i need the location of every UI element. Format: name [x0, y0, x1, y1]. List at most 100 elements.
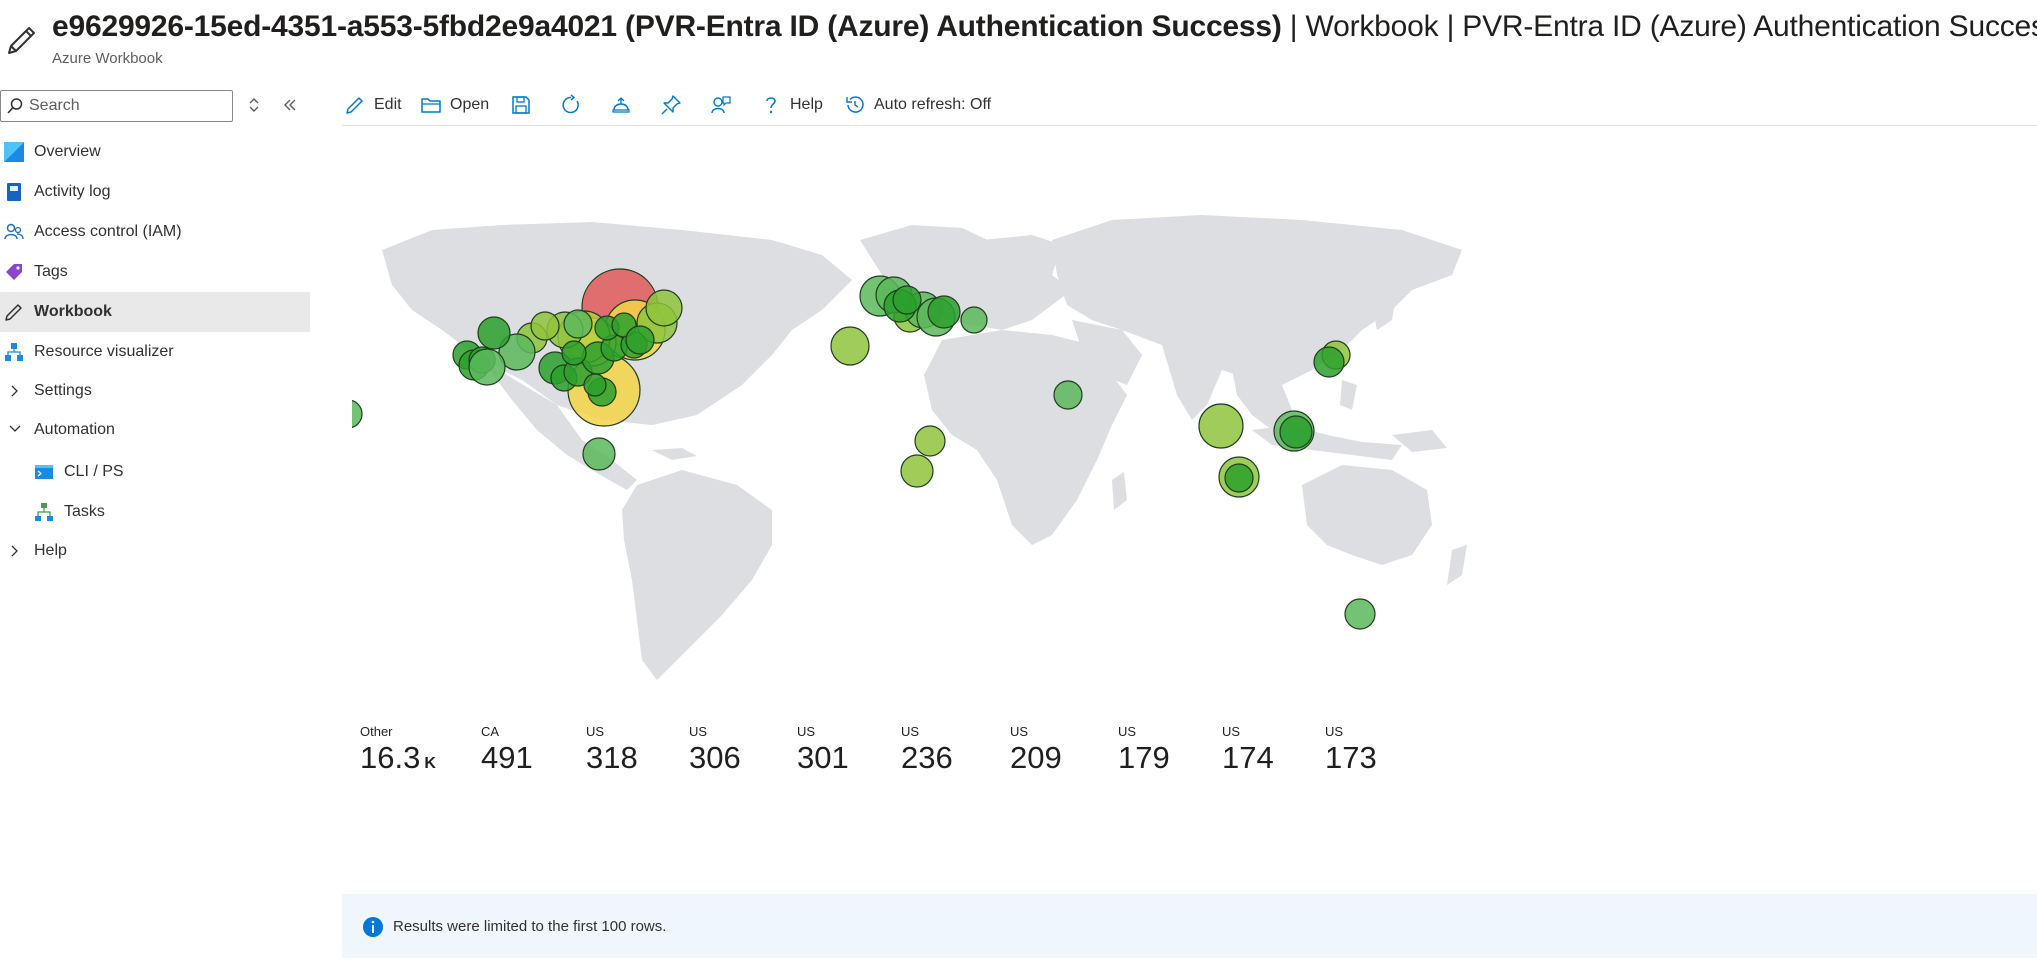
- location-tile[interactable]: US 173: [1325, 724, 1377, 776]
- map-bubble[interactable]: [927, 295, 961, 329]
- location-tile[interactable]: Other 16.3 K: [360, 724, 436, 776]
- sidebar-item-resource-visualizer[interactable]: Resource visualizer: [0, 332, 310, 372]
- info-message-bar: Results were limited to the first 100 ro…: [342, 894, 2037, 958]
- folder-icon: [421, 98, 441, 113]
- sidebar-item-label: Automation: [34, 421, 115, 438]
- sidebar-item-cli-ps[interactable]: CLI / PS: [0, 450, 310, 492]
- map-bubble[interactable]: [333, 399, 363, 429]
- tile-country: US: [1118, 724, 1137, 739]
- map-bubble[interactable]: [625, 325, 655, 355]
- open-button[interactable]: Open: [420, 92, 489, 118]
- tile-value: 301: [797, 740, 849, 775]
- sidebar-item-label: CLI / PS: [64, 463, 124, 480]
- info-icon: [363, 917, 383, 937]
- map-bubble[interactable]: [1313, 346, 1345, 378]
- tile-value: 491: [481, 740, 533, 775]
- pin-button[interactable]: [660, 92, 682, 118]
- auto-refresh-button[interactable]: Auto refresh: Off: [844, 92, 991, 118]
- sidebar-item-workbook[interactable]: Workbook: [0, 292, 310, 332]
- command-bar: Edit Open Help Auto refresh: Off: [342, 86, 2037, 126]
- map-bubble[interactable]: [892, 285, 922, 315]
- map-bubble[interactable]: [830, 326, 870, 366]
- location-tile[interactable]: US 236: [901, 724, 953, 776]
- location-tile[interactable]: US 301: [797, 724, 849, 776]
- sidebar-item-label: Workbook: [34, 303, 112, 320]
- sidebar-item-tasks[interactable]: Tasks: [0, 492, 310, 532]
- feedback-button[interactable]: [710, 92, 732, 118]
- sidebar-item-settings[interactable]: Settings: [0, 372, 310, 410]
- world-map-canvas[interactable]: [333, 180, 1482, 720]
- map-bubble[interactable]: [468, 348, 506, 386]
- help-label: Help: [790, 96, 823, 113]
- edit-button[interactable]: Edit: [344, 92, 402, 118]
- map-bubble[interactable]: [645, 289, 683, 327]
- tile-country: Other: [360, 724, 393, 739]
- location-tile[interactable]: US 179: [1118, 724, 1170, 776]
- share-icon: [612, 97, 630, 113]
- sidebar-item-overview[interactable]: Overview: [0, 132, 310, 172]
- search-icon: [7, 98, 23, 114]
- tile-country: US: [1010, 724, 1029, 739]
- map-bubble[interactable]: [1344, 598, 1376, 630]
- map-bubble[interactable]: [900, 454, 934, 488]
- open-label: Open: [450, 96, 490, 113]
- pencil-icon: [5, 304, 22, 321]
- activity-log-icon: [7, 183, 21, 201]
- sidebar-item-tags[interactable]: Tags: [0, 252, 310, 292]
- tile-value: 174: [1222, 740, 1274, 775]
- map-bubble[interactable]: [582, 437, 616, 471]
- collapse-sidebar-icon[interactable]: [279, 94, 301, 116]
- pencil-icon: [8, 27, 35, 54]
- map-bubble[interactable]: [477, 316, 511, 350]
- sidebar-item-label: Activity log: [34, 183, 111, 200]
- location-tile[interactable]: US 318: [586, 724, 638, 776]
- world-map[interactable]: [333, 180, 1482, 720]
- map-bubble[interactable]: [561, 340, 587, 366]
- map-bubble[interactable]: [1224, 463, 1254, 493]
- tile-country: US: [1222, 724, 1241, 739]
- search-input[interactable]: [29, 95, 229, 117]
- map-bubble[interactable]: [1198, 403, 1244, 449]
- chevron-down-icon: [9, 425, 21, 432]
- refresh-button[interactable]: [560, 92, 582, 118]
- map-bubble[interactable]: [530, 311, 560, 341]
- chevron-right-icon: [11, 385, 18, 397]
- tile-country: US: [797, 724, 816, 739]
- top-locations-tiles: Other 16.3 K CA 491 US 318 US 306 US 301 US 236…: [360, 724, 1460, 784]
- share-button[interactable]: [610, 92, 632, 118]
- tile-country: US: [689, 724, 708, 739]
- help-button[interactable]: Help: [760, 92, 823, 118]
- sort-updown-icon[interactable]: [243, 94, 265, 116]
- sidebar: Overview Activity log Access control (IA…: [0, 86, 310, 975]
- question-mark-icon: [766, 97, 776, 114]
- map-bubble[interactable]: [498, 333, 536, 371]
- page-title-bold: e9629926-15ed-4351-a553-5fbd2e9a4021 (PV…: [52, 10, 1282, 43]
- sidebar-item-automation[interactable]: Automation: [0, 410, 310, 450]
- page-subtitle: Azure Workbook: [52, 50, 163, 67]
- sidebar-item-access-control[interactable]: Access control (IAM): [0, 212, 310, 252]
- sidebar-item-label: Tags: [34, 263, 68, 280]
- map-bubble[interactable]: [960, 306, 988, 334]
- sidebar-item-activity-log[interactable]: Activity log: [0, 172, 310, 212]
- save-button[interactable]: [510, 92, 532, 118]
- map-bubble[interactable]: [1053, 380, 1083, 410]
- location-tile[interactable]: CA 491: [481, 724, 533, 776]
- sidebar-item-help[interactable]: Help: [0, 532, 310, 570]
- page-title: e9629926-15ed-4351-a553-5fbd2e9a4021 (PV…: [52, 10, 2037, 44]
- auto-refresh-label: Auto refresh: Off: [874, 96, 992, 113]
- sidebar-search[interactable]: [0, 90, 233, 122]
- map-bubble[interactable]: [1279, 415, 1313, 449]
- location-tile[interactable]: US 306: [689, 724, 741, 776]
- edit-pencil-icon: [346, 97, 363, 114]
- map-bubble[interactable]: [563, 309, 593, 339]
- tile-value: 236: [901, 740, 953, 775]
- location-tile[interactable]: US 209: [1010, 724, 1062, 776]
- map-bubble[interactable]: [914, 425, 946, 457]
- overview-icon: [4, 142, 24, 162]
- tasks-icon: [35, 503, 53, 521]
- location-tile[interactable]: US 174: [1222, 724, 1274, 776]
- sidebar-item-label: Overview: [34, 143, 101, 160]
- map-bubble[interactable]: [583, 373, 607, 397]
- history-icon: [846, 96, 864, 113]
